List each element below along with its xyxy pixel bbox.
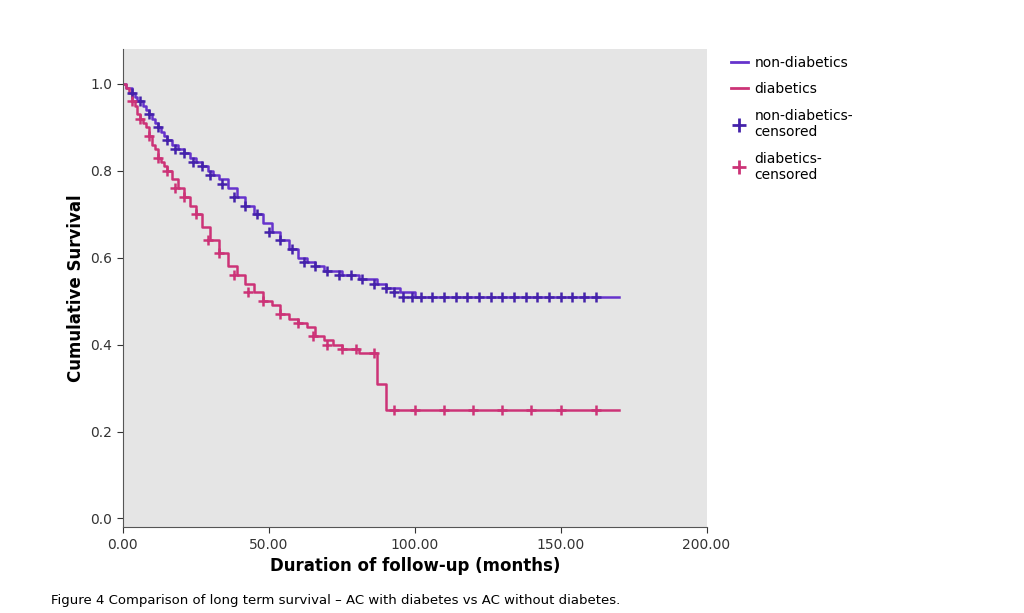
X-axis label: Duration of follow-up (months): Duration of follow-up (months) <box>269 557 560 575</box>
Text: Figure 4 Comparison of long term survival – AC with diabetes vs AC without diabe: Figure 4 Comparison of long term surviva… <box>51 594 621 607</box>
Legend: non-diabetics, diabetics, non-diabetics-
censored, diabetics-
censored: non-diabetics, diabetics, non-diabetics-… <box>731 56 853 182</box>
Y-axis label: Cumulative Survival: Cumulative Survival <box>67 194 85 382</box>
